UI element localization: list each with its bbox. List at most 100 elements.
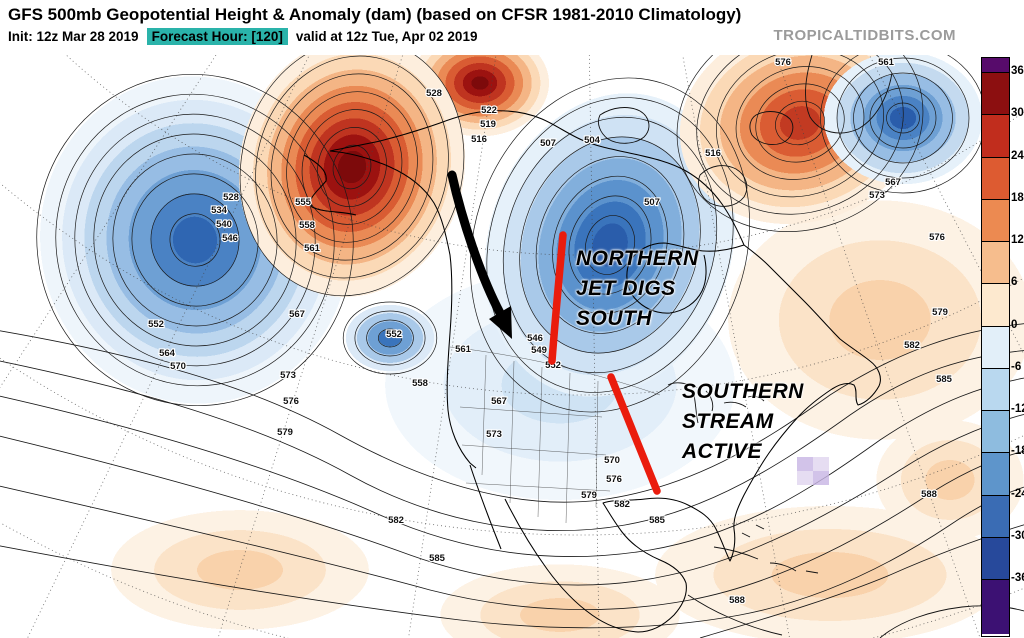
height-contour	[93, 133, 297, 347]
contour-label: 519	[480, 119, 496, 130]
height-contour	[755, 83, 845, 163]
contour-label: 546	[527, 333, 543, 344]
height-contour	[0, 486, 1024, 629]
anomaly-region-negative	[342, 302, 438, 374]
contour-label: 516	[705, 148, 721, 159]
contour-label: 573	[486, 429, 502, 440]
contour-label: 555	[295, 197, 312, 208]
anomaly-region-positive	[229, 55, 475, 309]
contour-label: 567	[885, 177, 901, 188]
anomaly-region	[430, 560, 690, 638]
arctic-islands	[597, 55, 893, 207]
coastline-north-america	[303, 110, 881, 633]
contour-label: 507	[644, 197, 660, 208]
contour-label: 585	[429, 553, 446, 564]
colorbar-block	[982, 241, 1009, 284]
contour-label: 528	[426, 88, 442, 99]
height-contour	[0, 414, 1024, 586]
contour-label: 558	[299, 220, 315, 231]
colorbar-block	[982, 114, 1009, 157]
height-contour	[716, 55, 884, 198]
contour-label: 552	[148, 319, 164, 330]
contour-label: 576	[929, 232, 945, 243]
contour-label: 576	[606, 474, 622, 485]
annotation-line: SOUTH	[576, 307, 652, 330]
height-contour	[886, 102, 920, 134]
run-info-line: Init: 12z Mar 28 2019 Forecast Hour: [12…	[8, 28, 477, 45]
height-contour	[0, 323, 1024, 503]
height-contour	[552, 175, 668, 315]
annotation-southern-stream: SOUTHERN STREAM ACTIVE	[682, 377, 804, 467]
anomaly-region	[100, 505, 380, 635]
height-contour	[342, 301, 438, 375]
contour-label: 558	[412, 378, 428, 389]
colorbar-tick-label: -12	[1011, 403, 1024, 415]
colorbar-tick-label: 36	[1011, 65, 1024, 77]
colorbar-block	[982, 579, 1009, 634]
contour-label: 528	[223, 192, 239, 203]
annotation-arrows	[447, 170, 661, 495]
height-contour	[869, 87, 937, 149]
lat-lon-graticule	[0, 55, 1024, 638]
great-lakes	[667, 382, 765, 424]
contour-label: 540	[216, 219, 232, 230]
contour-label: 582	[904, 340, 920, 351]
colorbar-tick-label: 6	[1011, 276, 1018, 289]
site-watermark: TROPICALTIDBITS.COM	[773, 27, 956, 44]
black-jet-arrow	[447, 170, 505, 318]
contour-label: 585	[936, 374, 953, 385]
contour-labels-layer: 528 522 519 516 507 504 516 507 528 534 540 546 555 5…	[147, 56, 954, 607]
height-contour	[585, 215, 635, 275]
anomaly-region	[715, 190, 1024, 450]
contour-label: 567	[289, 309, 305, 320]
map-canvas: 528 522 519 516 507 504 516 507 528 534 540 546 555 5…	[0, 55, 1024, 638]
colorbar-block	[982, 536, 1009, 579]
contour-label: 582	[388, 515, 404, 526]
height-contour	[568, 195, 652, 295]
caribbean-islands	[713, 524, 819, 574]
colorbar-block	[982, 410, 1009, 453]
valid-time-label: valid at 12z Tue, Apr 02 2019	[295, 29, 478, 44]
height-contour	[74, 113, 316, 367]
contour-label: 588	[921, 489, 937, 500]
height-contour	[270, 73, 434, 261]
colorbar-tick-label: -24	[1011, 487, 1024, 500]
purple-artifact-patch	[797, 457, 829, 485]
contour-label: 504	[584, 135, 601, 146]
contour-label: 579	[932, 307, 948, 318]
height-contour	[112, 153, 278, 327]
contour-label: 516	[471, 134, 487, 145]
colorbar-block	[982, 325, 1009, 368]
borders-layer	[303, 55, 1024, 638]
contour-label: 570	[170, 361, 186, 372]
red-jet-line-north	[548, 231, 567, 365]
height-contour	[696, 55, 904, 215]
annotation-northern-jet: NORTHERN JET DIGS SOUTH	[576, 244, 699, 334]
contour-label: 588	[729, 595, 745, 606]
colorbar-tick-label: -30	[1011, 529, 1024, 542]
annotation-line: ACTIVE	[682, 440, 763, 463]
height-contour	[55, 93, 335, 387]
annotation-line: JET DIGS	[576, 277, 676, 300]
height-contour	[676, 55, 924, 233]
colorbar-tick-label: 24	[1011, 149, 1024, 162]
colorbar-block	[982, 156, 1009, 199]
contour-label: 585	[649, 515, 666, 526]
contour-label: 561	[878, 57, 895, 68]
contour-label: 576	[283, 396, 299, 407]
init-time-label: Init: 12z Mar 28 2019	[8, 29, 139, 44]
colorbar-tick-label: -18	[1011, 445, 1024, 458]
colorbar-block	[982, 367, 1009, 410]
contour-label: 522	[481, 105, 497, 116]
height-contour	[836, 57, 970, 179]
annotation-line: STREAM	[682, 410, 774, 433]
height-contour	[301, 109, 403, 225]
height-contour	[0, 450, 1024, 611]
contour-label: 507	[540, 138, 556, 149]
contour-label: 567	[491, 396, 507, 407]
contour-label: 582	[614, 499, 630, 510]
colorbar-block	[982, 72, 1009, 115]
colorbar-tick-label: 0	[1011, 318, 1018, 331]
height-contour	[131, 173, 259, 307]
